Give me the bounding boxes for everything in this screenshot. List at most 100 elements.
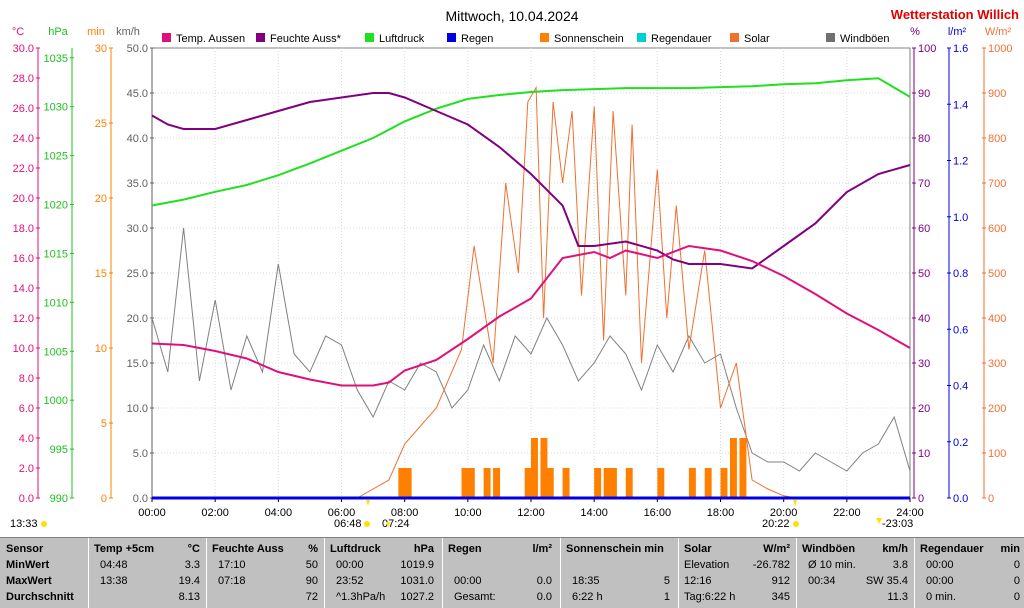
table-cell: 90	[305, 575, 318, 587]
tick-temp: 28.0	[13, 73, 34, 85]
legend-label: Regendauer	[651, 33, 712, 45]
table-cell: 0	[1013, 591, 1020, 603]
plot-grid	[152, 48, 910, 498]
table-header: Windböen	[802, 543, 856, 555]
axis-unit-temp: °C	[12, 26, 24, 38]
tick-hum: 10	[918, 448, 930, 460]
tick-press: 1010	[44, 297, 68, 309]
sunshine-bar	[704, 468, 712, 498]
sunrise-label: 06:48	[334, 518, 362, 530]
sunshine-bar	[688, 468, 696, 498]
tick-rain: 0.6	[953, 324, 968, 336]
tick-wind: 15.0	[127, 358, 148, 370]
table-header: hPa	[413, 543, 434, 555]
chart-legend: Temp. Aussen Feuchte Auss* Luftdruck Regen S…	[162, 33, 890, 45]
table-divider	[560, 538, 561, 608]
axis-unit-solar: W/m²	[985, 26, 1012, 38]
temperature-line	[151, 244, 911, 387]
tick-wind: 30.0	[127, 223, 148, 235]
axis-unit-sun: min	[87, 26, 105, 38]
x-tick-label: 00:00	[138, 507, 166, 519]
axis-unit-rain: l/m²	[948, 26, 967, 38]
sunset-marker	[793, 500, 797, 506]
x-tick-label: 04:00	[265, 507, 293, 519]
tick-hum: 80	[918, 133, 930, 145]
table-cell: 0 min.	[926, 591, 956, 603]
sunshine-bar	[739, 438, 747, 498]
solar-line	[357, 85, 797, 499]
tick-press: 1025	[44, 151, 68, 163]
tick-hum: 90	[918, 88, 930, 100]
sunshine-bar	[625, 468, 633, 498]
pressure-line	[151, 77, 911, 207]
tick-press: 995	[50, 444, 68, 456]
tick-temp: 12.0	[13, 313, 34, 325]
table-header: W/m²	[763, 543, 790, 555]
tick-temp: 22.0	[13, 163, 34, 175]
tick-solar: 200	[988, 403, 1006, 415]
chart-title: Mittwoch, 10.04.2024	[445, 8, 578, 24]
legend-label: Windböen	[840, 33, 890, 45]
tick-temp: 24.0	[13, 133, 34, 145]
tick-hum: 100	[918, 43, 936, 55]
table-divider	[914, 538, 915, 608]
table-cell: 17:10	[218, 559, 246, 571]
tick-press: 1030	[44, 102, 68, 114]
table-cell: 3.3	[184, 559, 200, 571]
axis-units: °C hPa min km/h% l/m² W/m²	[12, 26, 1012, 38]
tick-temp: 2.0	[19, 463, 34, 475]
table-cell: 0.0	[536, 591, 552, 603]
table-cell: 0	[1013, 559, 1020, 571]
table-cell: 00:00	[926, 575, 954, 587]
humidity-line	[151, 92, 911, 270]
tick-solar: 700	[988, 178, 1006, 190]
tick-solar: 300	[988, 358, 1006, 370]
sunshine-bar	[562, 468, 570, 498]
table-cell: 72	[305, 591, 318, 603]
x-tick-label: 24:00	[896, 507, 924, 519]
table-header: °C	[187, 543, 200, 555]
table-divider	[796, 538, 797, 608]
tick-temp: 0.0	[19, 493, 34, 505]
tick-press: 1015	[44, 248, 68, 260]
sun-marks: 13:33 06:48 07:24 20:22 -23:03	[10, 500, 913, 530]
transit-label: 07:24	[382, 518, 410, 530]
transit-marker	[386, 522, 390, 528]
tick-press: 990	[50, 493, 68, 505]
brand-title: Wetterstation Willich	[891, 7, 1019, 22]
table-cell: 18:35	[572, 575, 600, 587]
axis-unit-press: hPa	[48, 26, 68, 38]
tick-sun: 25	[95, 118, 107, 130]
sunshine-bar	[531, 438, 538, 498]
sunset-icon	[793, 521, 799, 527]
table-header: min	[1000, 543, 1020, 555]
tick-temp: 8.0	[19, 373, 34, 385]
table-header: %	[308, 543, 318, 555]
legend-label: Feuchte Auss*	[270, 33, 342, 45]
sunshine-bar	[594, 468, 602, 498]
table-header: l/m²	[532, 543, 552, 555]
sunset-label: 20:22	[762, 518, 790, 530]
sunshine-bar	[546, 468, 554, 498]
tick-solar: 400	[988, 313, 1006, 325]
row-label: Durchschnitt	[6, 591, 74, 603]
table-cell: 04:48	[100, 559, 128, 571]
tick-press: 1035	[44, 53, 68, 65]
table-cell: 00:34	[808, 575, 836, 587]
table-cell: Tag:6:22 h	[684, 591, 736, 603]
axis-unit-hum: %	[910, 26, 920, 38]
tick-hum: 40	[918, 313, 930, 325]
sunrise-icon	[364, 521, 370, 527]
tick-press: 1020	[44, 200, 68, 212]
row-label: MaxWert	[6, 575, 52, 587]
tick-sun: 30	[95, 43, 107, 55]
tick-rain: 1.4	[953, 99, 968, 111]
table-cell: Gesamt:	[454, 591, 496, 603]
table-cell: 19.4	[178, 575, 200, 587]
tick-hum: 20	[918, 403, 930, 415]
table-cell: 5	[663, 575, 670, 587]
x-tick-label: 02:00	[201, 507, 229, 519]
tick-temp: 10.0	[13, 343, 34, 355]
tick-hum: 30	[918, 358, 930, 370]
table-cell: 0.0	[536, 575, 552, 587]
